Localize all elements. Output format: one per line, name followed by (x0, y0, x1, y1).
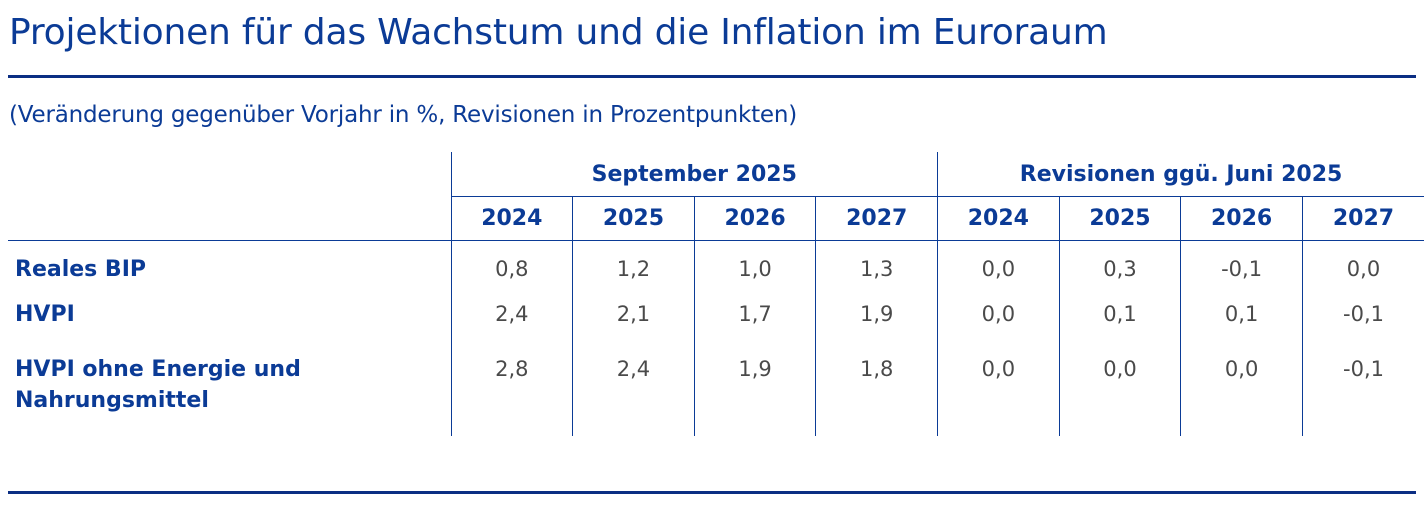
row-label-line: Reales BIP (15, 257, 147, 282)
table-row: HVPI 2,4 2,1 1,7 1,9 0,0 0,1 0,1 -0,1 (8, 297, 1425, 354)
year-header: 2024 (937, 196, 1060, 241)
table-cell: -0,1 (1180, 240, 1303, 297)
year-header-row: 2024 2025 2026 2027 2024 2025 2026 2027 (8, 196, 1425, 241)
row-label-line: Nahrungsmittel (15, 388, 209, 413)
year-header: 2027 (1301, 196, 1425, 241)
year-header: 2025 (572, 196, 695, 241)
table-cell: 2,4 (450, 297, 573, 354)
table-cell: -0,1 (1301, 297, 1425, 354)
top-divider (8, 75, 1416, 78)
table-cell: -0,1 (1301, 354, 1425, 436)
table-cell: 1,9 (815, 297, 938, 354)
table-row: HVPI ohne Energie und Nahrungsmittel 2,8 … (8, 354, 1425, 436)
year-header-blank (8, 196, 451, 241)
table-cell: 0,0 (937, 354, 1060, 436)
table-cell: 0,1 (1058, 297, 1181, 354)
year-header: 2026 (693, 196, 816, 241)
year-header: 2025 (1058, 196, 1181, 241)
row-label-real-gdp: Reales BIP (8, 241, 451, 298)
page-title: Projektionen für das Wachstum und die In… (9, 12, 1108, 53)
row-label-line: HVPI (15, 302, 75, 327)
table-cell: 1,7 (693, 297, 816, 354)
table-cell: 0,0 (1180, 354, 1303, 436)
table-cell: 1,3 (815, 240, 938, 297)
year-header: 2024 (450, 196, 573, 241)
bottom-divider (8, 491, 1416, 494)
group-header-september: September 2025 (450, 152, 938, 197)
table-cell: 0,0 (937, 297, 1060, 354)
table-cell: 2,8 (450, 354, 573, 436)
table-cell: 0,0 (1058, 354, 1181, 436)
table-cell: 1,8 (815, 354, 938, 436)
projections-table: September 2025 Revisionen ggü. Juni 2025… (8, 152, 1425, 436)
header-blank (8, 152, 451, 197)
year-header: 2026 (1180, 196, 1303, 241)
table-cell: 1,9 (693, 354, 816, 436)
table-cell: 0,3 (1058, 240, 1181, 297)
table-cell: 0,0 (937, 240, 1060, 297)
table-cell: 2,1 (572, 297, 695, 354)
year-header: 2027 (815, 196, 938, 241)
row-label-hicp: HVPI (8, 297, 451, 354)
table-cell: 0,8 (450, 240, 573, 297)
table-cell: 1,0 (693, 240, 816, 297)
table-subtitle: (Veränderung gegenüber Vorjahr in %, Rev… (9, 102, 798, 128)
table-cell: 2,4 (572, 354, 695, 436)
table-cell: 0,0 (1301, 240, 1425, 297)
row-label-line: HVPI ohne Energie und (15, 357, 301, 382)
table-cell: 0,1 (1180, 297, 1303, 354)
row-label-core-hicp: HVPI ohne Energie und Nahrungsmittel (8, 354, 451, 436)
group-header-revisions: Revisionen ggü. Juni 2025 (937, 152, 1425, 197)
group-header-row: September 2025 Revisionen ggü. Juni 2025 (8, 152, 1425, 197)
table-cell: 1,2 (572, 240, 695, 297)
table-row: Reales BIP 0,8 1,2 1,0 1,3 0,0 0,3 -0,1 … (8, 240, 1425, 298)
